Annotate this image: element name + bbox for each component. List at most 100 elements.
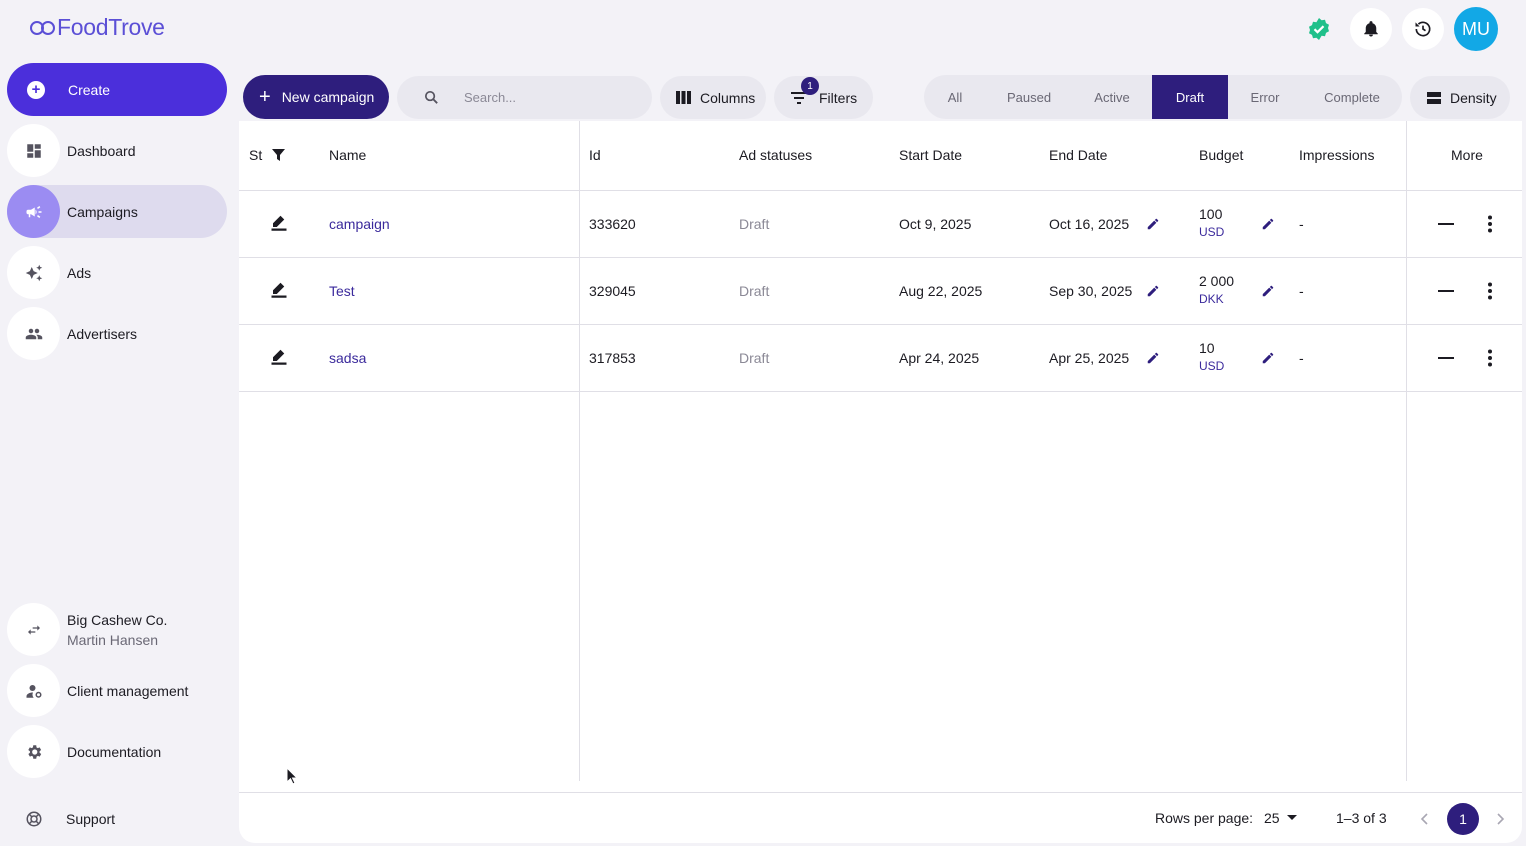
filters-label: Filters <box>819 89 858 106</box>
status-tabs: All Paused Active Draft Error Complete <box>924 75 1402 119</box>
column-header-id[interactable]: Id <box>589 147 601 163</box>
column-header-budget[interactable]: Budget <box>1199 147 1244 163</box>
filters-count-badge: 1 <box>801 77 819 95</box>
edit-end-date-icon[interactable] <box>1146 351 1160 365</box>
column-header-ad-statuses[interactable]: Ad statuses <box>739 147 813 163</box>
column-header-name[interactable]: Name <box>329 147 367 163</box>
bell-icon <box>1364 21 1378 37</box>
end-date: Apr 25, 2025 <box>1049 350 1130 366</box>
sidebar-item-documentation[interactable]: Documentation <box>7 725 227 778</box>
rows-per-page-value: 25 <box>1264 810 1280 826</box>
dashboard-icon <box>7 124 60 177</box>
edit-end-date-icon[interactable] <box>1146 284 1160 298</box>
sidebar-item-support[interactable]: Support <box>25 810 115 828</box>
filters-button[interactable]: 1 Filters <box>774 76 873 119</box>
campaign-id: 317853 <box>589 350 636 366</box>
app-logo-text: FoodTrove <box>57 14 165 40</box>
sidebar-item-dashboard[interactable]: Dashboard <box>7 124 227 177</box>
user-avatar[interactable]: MU <box>1454 7 1498 51</box>
sidebar-bottom: Big Cashew Co. Martin Hansen Client mana… <box>7 603 227 778</box>
column-header-status[interactable]: St <box>249 147 286 163</box>
more-vert-icon[interactable] <box>1486 349 1494 367</box>
rows-per-page-label: Rows per page: <box>1155 810 1254 826</box>
gear-icon <box>7 725 60 778</box>
manage-accounts-icon <box>7 664 60 717</box>
sidebar-item-label: Client management <box>67 682 189 699</box>
sidebar-item-advertisers[interactable]: Advertisers <box>7 307 227 360</box>
search-field[interactable] <box>397 76 652 119</box>
tab-error[interactable]: Error <box>1250 89 1280 105</box>
support-label: Support <box>66 811 116 827</box>
chevron-right-icon[interactable] <box>1497 813 1505 825</box>
rows-per-page-select[interactable]: 25 <box>1264 810 1297 826</box>
tab-draft[interactable]: Draft <box>1152 75 1228 119</box>
sidebar-item-label: Advertisers <box>67 325 138 342</box>
sidebar: + Create Dashboard Campaigns Ads Adverti… <box>7 63 227 360</box>
footer-divider <box>239 792 1522 793</box>
mouse-cursor-icon <box>286 767 298 785</box>
budget-cell: 100 USD <box>1199 206 1224 239</box>
start-date: Aug 22, 2025 <box>899 283 983 299</box>
history-button[interactable] <box>1402 8 1444 50</box>
account-company: Big Cashew Co. <box>67 611 168 628</box>
filter-icon[interactable] <box>272 149 286 161</box>
sidebar-item-campaigns[interactable]: Campaigns <box>7 185 227 238</box>
megaphone-icon <box>7 185 60 238</box>
columns-button[interactable]: Columns <box>660 76 766 119</box>
column-divider <box>579 121 580 781</box>
campaign-name-link[interactable]: sadsa <box>329 350 367 366</box>
draft-edit-icon <box>271 349 287 365</box>
history-icon <box>1415 21 1431 37</box>
account-switcher[interactable]: Big Cashew Co. Martin Hansen <box>7 603 227 656</box>
sidebar-item-label: Documentation <box>67 743 162 760</box>
density-icon <box>1427 91 1441 104</box>
filter-list-icon <box>791 91 807 104</box>
column-header-start-date[interactable]: Start Date <box>899 147 963 163</box>
density-button[interactable]: Density <box>1410 76 1510 119</box>
search-input[interactable] <box>464 90 634 105</box>
more-vert-icon[interactable] <box>1486 215 1494 233</box>
sidebar-item-client-management[interactable]: Client management <box>7 664 227 717</box>
logo-mark-icon <box>41 20 55 35</box>
draft-edit-icon <box>271 282 287 298</box>
more-vert-icon[interactable] <box>1486 282 1494 300</box>
campaign-name-link[interactable]: campaign <box>329 216 390 232</box>
density-label: Density <box>1450 89 1497 106</box>
verified-badge-icon[interactable] <box>1298 8 1340 50</box>
sidebar-item-label: Dashboard <box>67 142 136 159</box>
collapse-row-icon[interactable] <box>1438 290 1454 292</box>
start-date: Oct 9, 2025 <box>899 216 972 232</box>
swap-icon <box>7 603 60 656</box>
edit-budget-icon[interactable] <box>1261 284 1275 298</box>
create-button[interactable]: + Create <box>7 63 227 116</box>
collapse-row-icon[interactable] <box>1438 223 1454 225</box>
tab-complete[interactable]: Complete <box>1324 89 1380 105</box>
edit-budget-icon[interactable] <box>1261 217 1275 231</box>
columns-icon <box>676 91 691 104</box>
dropdown-arrow-icon <box>1286 815 1297 820</box>
budget-cell: 10 USD <box>1199 340 1224 373</box>
end-date: Sep 30, 2025 <box>1049 283 1133 299</box>
app-logo[interactable]: FoodTrove <box>30 14 165 41</box>
account-user: Martin Hansen <box>67 631 159 648</box>
draft-edit-icon <box>271 215 287 231</box>
campaign-name-link[interactable]: Test <box>329 283 355 299</box>
column-header-end-date[interactable]: End Date <box>1049 147 1108 163</box>
tab-all[interactable]: All <box>947 89 963 105</box>
campaign-id: 329045 <box>589 283 636 299</box>
page-button-current[interactable]: 1 <box>1447 803 1479 835</box>
ad-status: Draft <box>739 283 770 299</box>
collapse-row-icon[interactable] <box>1438 357 1454 359</box>
budget-currency: DKK <box>1199 292 1224 306</box>
column-header-impressions[interactable]: Impressions <box>1299 147 1375 163</box>
edit-budget-icon[interactable] <box>1261 351 1275 365</box>
tab-active[interactable]: Active <box>1094 89 1130 105</box>
ad-status: Draft <box>739 216 770 232</box>
tab-paused[interactable]: Paused <box>1006 89 1052 105</box>
chevron-left-icon[interactable] <box>1420 813 1428 825</box>
edit-end-date-icon[interactable] <box>1146 217 1160 231</box>
sidebar-item-ads[interactable]: Ads <box>7 246 227 299</box>
notifications-button[interactable] <box>1350 8 1392 50</box>
column-divider <box>1406 121 1407 781</box>
new-campaign-button[interactable]: + New campaign <box>243 75 389 119</box>
